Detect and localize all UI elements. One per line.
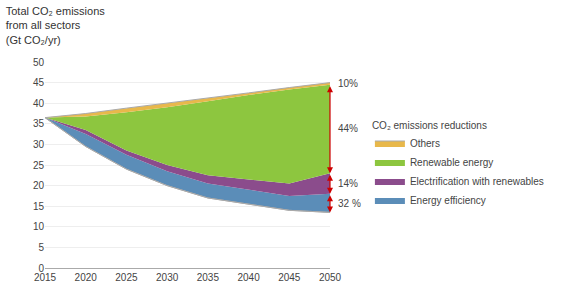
svg-text:Others: Others <box>410 138 440 149</box>
svg-text:2030: 2030 <box>156 272 179 283</box>
svg-text:2020: 2020 <box>75 272 98 283</box>
svg-text:20: 20 <box>33 180 45 191</box>
svg-text:CO₂ emissions reductions: CO₂ emissions reductions <box>372 120 487 131</box>
svg-text:50: 50 <box>33 57 45 68</box>
svg-text:2040: 2040 <box>237 272 260 283</box>
svg-text:35: 35 <box>33 118 45 129</box>
svg-text:5: 5 <box>38 242 44 253</box>
svg-text:30: 30 <box>33 139 45 150</box>
svg-text:14%: 14% <box>338 178 358 189</box>
svg-text:25: 25 <box>33 160 45 171</box>
svg-text:45: 45 <box>33 77 45 88</box>
svg-text:0: 0 <box>38 263 44 274</box>
svg-text:2025: 2025 <box>115 272 138 283</box>
svg-text:Energy efficiency: Energy efficiency <box>410 195 486 206</box>
svg-text:15: 15 <box>33 201 45 212</box>
svg-text:Renewable energy: Renewable energy <box>410 157 493 168</box>
svg-text:44%: 44% <box>338 123 358 134</box>
svg-text:2035: 2035 <box>197 272 220 283</box>
svg-text:40: 40 <box>33 98 45 109</box>
svg-text:10: 10 <box>33 221 45 232</box>
svg-text:2015: 2015 <box>34 272 57 283</box>
svg-text:10%: 10% <box>338 78 358 89</box>
svg-text:2050: 2050 <box>319 272 342 283</box>
svg-text:2045: 2045 <box>278 272 301 283</box>
svg-text:32 %: 32 % <box>338 198 361 209</box>
svg-text:Electrification with renewable: Electrification with renewables <box>410 176 544 187</box>
svg-text:Total CO₂ emissionsfrom all se: Total CO₂ emissionsfrom all sectors(Gt C… <box>6 5 106 46</box>
